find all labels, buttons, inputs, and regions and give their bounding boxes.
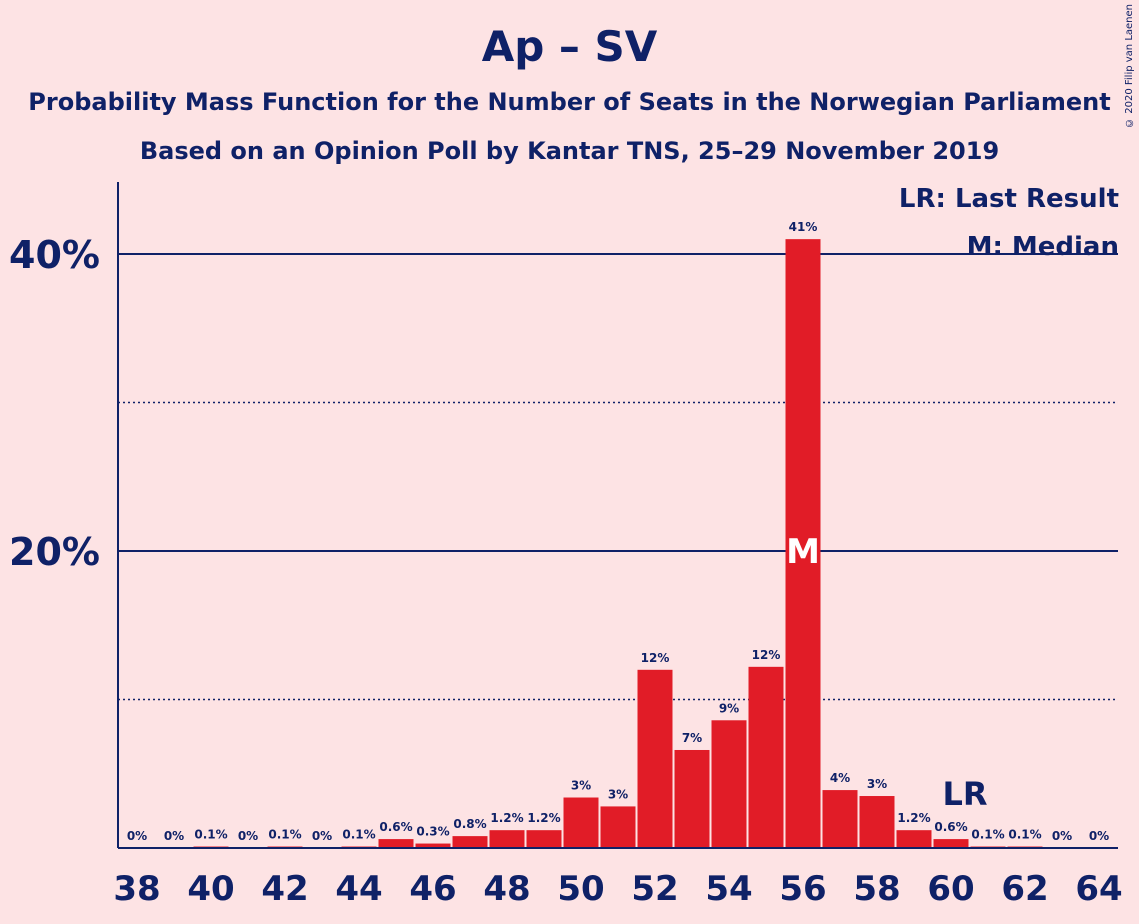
legend-last-result: LR: Last Result xyxy=(898,184,1119,214)
bar-seat-45 xyxy=(378,839,414,848)
data-label: 0.6% xyxy=(934,820,967,834)
bar-seat-47 xyxy=(452,836,488,848)
data-label: 0% xyxy=(164,829,184,843)
x-tick-label: 56 xyxy=(779,869,826,909)
last-result-marker: LR xyxy=(942,775,987,813)
data-label: 0.6% xyxy=(379,820,412,834)
data-label: 0.1% xyxy=(194,828,227,842)
median-marker: M xyxy=(786,532,820,572)
data-label: 0.3% xyxy=(416,825,449,839)
x-tick-label: 54 xyxy=(705,869,752,909)
x-tick-label: 60 xyxy=(927,869,974,909)
data-label: 12% xyxy=(641,651,670,665)
x-tick-label: 38 xyxy=(113,869,160,909)
bar-seat-56 xyxy=(785,239,821,848)
bar-seat-46 xyxy=(415,843,451,848)
bar-seat-55 xyxy=(748,666,784,848)
bar-seat-53 xyxy=(674,749,710,848)
y-tick-label: 40% xyxy=(9,233,100,277)
data-label: 0% xyxy=(312,829,332,843)
data-label: 1.2% xyxy=(490,811,523,825)
data-label: 0.1% xyxy=(971,828,1004,842)
chart-subtitle-2: Based on an Opinion Poll by Kantar TNS, … xyxy=(139,137,1000,165)
data-label: 0% xyxy=(127,829,147,843)
x-tick-label: 48 xyxy=(483,869,530,909)
data-label: 0% xyxy=(1089,829,1109,843)
data-label: 3% xyxy=(867,777,887,791)
data-label: 0% xyxy=(238,829,258,843)
data-label: 3% xyxy=(571,779,591,793)
bar-seat-54 xyxy=(711,720,747,848)
data-label: 1.2% xyxy=(897,811,930,825)
x-tick-label: 64 xyxy=(1075,869,1122,909)
data-label: 0.1% xyxy=(1008,828,1041,842)
x-tick-label: 58 xyxy=(853,869,900,909)
x-tick-label: 52 xyxy=(631,869,678,909)
bar-seat-52 xyxy=(637,669,673,848)
data-label: 0% xyxy=(1052,829,1072,843)
data-label: 12% xyxy=(752,648,781,662)
x-tick-label: 40 xyxy=(187,869,234,909)
bar-seat-60 xyxy=(933,839,969,848)
y-tick-label: 20% xyxy=(9,530,100,574)
x-tick-label: 62 xyxy=(1001,869,1048,909)
bar-seat-51 xyxy=(600,806,636,848)
x-tick-label: 44 xyxy=(335,869,382,909)
bar-seat-50 xyxy=(563,797,599,848)
x-tick-label: 42 xyxy=(261,869,308,909)
data-label: 0.8% xyxy=(453,817,486,831)
bar-seat-58 xyxy=(859,796,895,848)
chart-subtitle-1: Probability Mass Function for the Number… xyxy=(28,88,1111,116)
x-tick-label: 46 xyxy=(409,869,456,909)
data-label: 0.1% xyxy=(268,828,301,842)
data-label: 9% xyxy=(719,701,739,715)
data-label: 41% xyxy=(789,220,818,234)
bar-seat-59 xyxy=(896,830,932,848)
data-label: 3% xyxy=(608,787,628,801)
bar-seat-48 xyxy=(489,830,525,848)
x-tick-label: 50 xyxy=(557,869,604,909)
data-label: 7% xyxy=(682,731,702,745)
bar-seat-49 xyxy=(526,830,562,848)
bar-seat-57 xyxy=(822,790,858,848)
chart-title: Ap – SV xyxy=(481,22,658,71)
data-label: 4% xyxy=(830,771,850,785)
data-label: 1.2% xyxy=(527,811,560,825)
data-label: 0.1% xyxy=(342,828,375,842)
legend-median: M: Median xyxy=(966,232,1119,262)
